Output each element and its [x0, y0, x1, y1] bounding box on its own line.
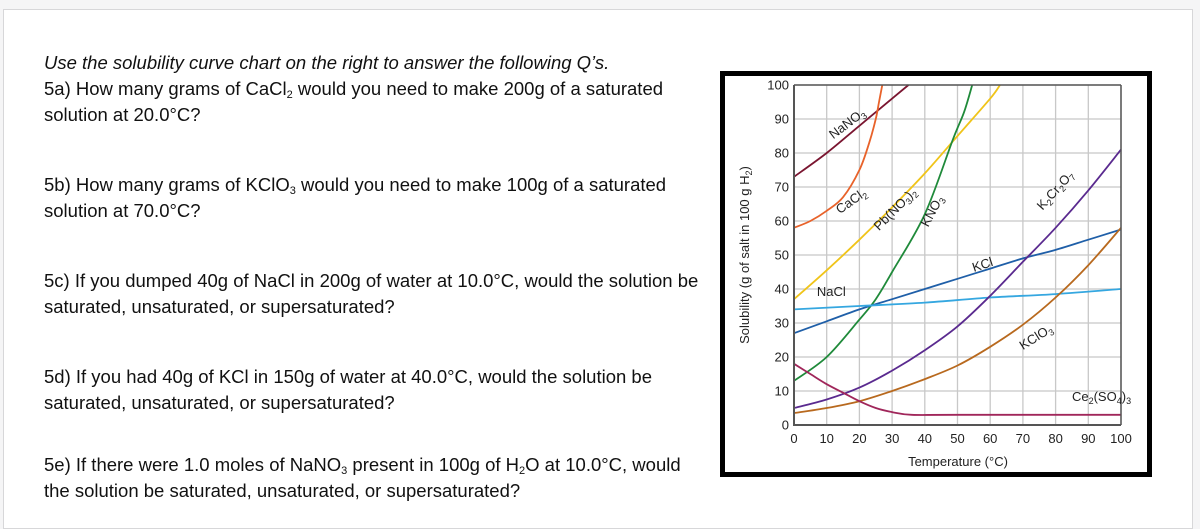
q5a-text-2: would you need to make 200g of a saturat…: [44, 78, 664, 125]
q5e-sub-1: 3: [341, 465, 348, 477]
q5e-sub-2: 2: [519, 465, 526, 477]
q5a-sub: 2: [286, 89, 293, 101]
q5e-text-2: present in 100g of H: [347, 454, 520, 475]
q5b-text-2: would you need to make 100g of a saturat…: [44, 174, 667, 221]
q5a-text-1: 5a) How many grams of CaCl: [44, 78, 287, 99]
questions-panel: Use the solubility curve chart on the ri…: [44, 50, 704, 504]
question-5a: 5a) How many grams of CaCl2 would you ne…: [44, 76, 704, 128]
q5e-text-1: 5e) If there were 1.0 moles of NaNO: [44, 454, 342, 475]
question-5c: 5c) If you dumped 40g of NaCl in 200g of…: [44, 270, 699, 317]
q5b-sub: 3: [289, 185, 296, 197]
intro-text: Use the solubility curve chart on the ri…: [44, 52, 610, 73]
solubility-chart-frame: [720, 71, 1152, 477]
question-5e: 5e) If there were 1.0 moles of NaNO3 pre…: [44, 452, 704, 504]
question-5b: 5b) How many grams of KClO3 would you ne…: [44, 172, 704, 224]
q5b-text-1: 5b) How many grams of KClO: [44, 174, 290, 195]
question-5d: 5d) If you had 40g of KCl in 150g of wat…: [44, 366, 653, 413]
q5e-text-3: O at 10.0°C, would the solution be satur…: [44, 454, 681, 501]
